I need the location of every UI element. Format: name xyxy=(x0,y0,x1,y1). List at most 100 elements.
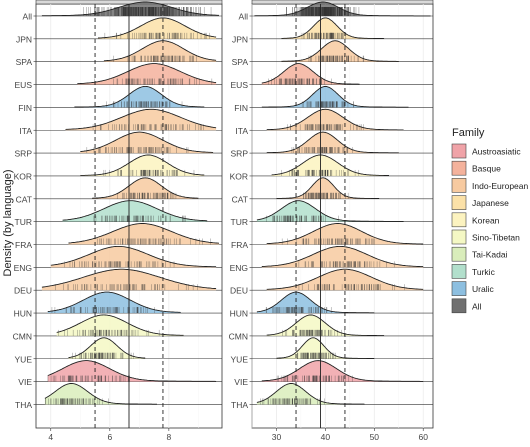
ridge-outline xyxy=(281,40,399,62)
ridge-fill xyxy=(261,86,409,108)
x-tick-label: 30 xyxy=(272,432,282,442)
ridge-outline xyxy=(261,63,360,85)
y-tick-label: FRA xyxy=(231,240,248,250)
y-tick-label: HUN xyxy=(230,309,248,319)
y-tick-label: DEU xyxy=(14,286,32,296)
legend-swatch xyxy=(451,246,467,262)
ridge-outline xyxy=(276,337,375,359)
ridge-cat xyxy=(36,177,222,200)
y-tick-label: THA xyxy=(231,400,248,410)
y-tick-label: FRA xyxy=(15,240,32,250)
ridge-outline xyxy=(271,154,389,176)
ridge-fill xyxy=(276,337,375,359)
ridge-cat xyxy=(252,177,433,200)
ridge-eng xyxy=(252,245,433,268)
y-tick-label: All xyxy=(239,12,249,22)
ridge-spa xyxy=(36,40,222,63)
y-tick-label: CAT xyxy=(16,194,32,204)
ridge-jpn xyxy=(36,17,222,40)
ridge-jpn xyxy=(252,17,433,40)
ridge-outline xyxy=(56,314,184,336)
ridge-outline xyxy=(68,223,220,244)
legend: Family Austroasiatic Basque Indo-European Ja… xyxy=(451,127,529,314)
y-tick-label: SRP xyxy=(231,149,249,159)
ridge-fill xyxy=(261,246,424,268)
y-tick-label: SPA xyxy=(232,57,249,67)
legend-label: Uralic xyxy=(472,284,494,294)
ridge-outline xyxy=(74,85,205,108)
ridge-outline xyxy=(65,108,217,130)
ridge-fill xyxy=(266,223,424,245)
y-tick-label: THA xyxy=(15,400,32,410)
ridge-outline xyxy=(266,131,399,154)
legend-swatch xyxy=(451,229,467,245)
ridge-hun xyxy=(36,291,222,314)
ridge-fill xyxy=(261,360,424,382)
y-tick-label: FIN xyxy=(234,103,248,113)
y-tick-label: EUS xyxy=(15,80,33,90)
ridge-outline xyxy=(50,245,217,268)
ridge-fill xyxy=(98,17,217,39)
legend-label: Tai-Kadai xyxy=(472,250,508,260)
legend-swatch xyxy=(451,178,467,193)
ridge-fill xyxy=(276,177,380,199)
legend-swatch xyxy=(451,143,467,159)
ridge-outline xyxy=(266,108,404,131)
legend-swatch xyxy=(451,212,467,228)
y-tick-label: SPA xyxy=(16,57,33,67)
ridge-fill xyxy=(266,109,404,131)
ridge-outline xyxy=(266,314,385,337)
y-tick-label: JPN xyxy=(16,34,32,44)
x-tick-label: 6 xyxy=(107,432,112,442)
y-tick-label: TUR xyxy=(231,217,248,227)
ridge-fill xyxy=(74,86,205,108)
ridge-outline xyxy=(261,85,409,108)
legend-title: Family xyxy=(452,127,485,139)
panel-strip xyxy=(35,0,223,5)
legend-label: Japanese xyxy=(472,198,509,208)
ridge-vie xyxy=(252,360,433,382)
ridge-outline xyxy=(47,360,217,382)
ridge-outline xyxy=(41,1,219,17)
y-tick-label: VIE xyxy=(18,377,32,387)
ridge-outline xyxy=(261,360,424,382)
ridge-outline xyxy=(256,383,365,405)
x-tick-label: 8 xyxy=(166,432,171,442)
ridge-fill xyxy=(271,155,389,176)
ridge-outline xyxy=(254,1,431,17)
ridge-outline xyxy=(103,40,217,62)
ridge-fill xyxy=(62,200,208,222)
ridge-outline xyxy=(44,383,157,405)
y-tick-label: HUN xyxy=(14,309,32,319)
x-tick-label: 4 xyxy=(48,432,53,442)
legend-swatch xyxy=(451,160,467,176)
y-tick-label: ITA xyxy=(19,126,32,136)
y-tick-label: CAT xyxy=(232,194,248,204)
ridge-outline xyxy=(266,268,424,290)
ridge-ita xyxy=(36,108,222,131)
panel-2: All JPN SPA EUS FIN ITA SRP KOR CAT TUR FRA ENG DEU H… xyxy=(229,0,434,442)
y-tick-label: KOR xyxy=(230,171,248,181)
ridge-outline xyxy=(276,177,380,199)
ridge-outline xyxy=(281,17,385,40)
y-tick-label: YUE xyxy=(231,354,249,364)
ridge-fill xyxy=(77,63,217,85)
x-tick-label: 60 xyxy=(418,432,428,442)
ridge-fill xyxy=(266,314,385,336)
ridge-cmn xyxy=(252,314,433,337)
panel-strip xyxy=(251,0,434,5)
x-tick-label: 50 xyxy=(370,432,380,442)
ridge-fill xyxy=(47,360,217,382)
legend-label: Austroasiatic xyxy=(472,147,521,157)
y-tick-label: ENG xyxy=(230,263,248,273)
y-tick-label: FIN xyxy=(18,103,32,113)
ridge-outline xyxy=(256,200,404,222)
ridge-tha xyxy=(36,383,222,405)
y-tick-label: SRP xyxy=(15,149,33,159)
ridge-hun xyxy=(252,291,433,314)
ridge-fin xyxy=(252,85,433,108)
ridge-outline xyxy=(80,154,205,176)
legend-label: Korean xyxy=(472,215,500,225)
